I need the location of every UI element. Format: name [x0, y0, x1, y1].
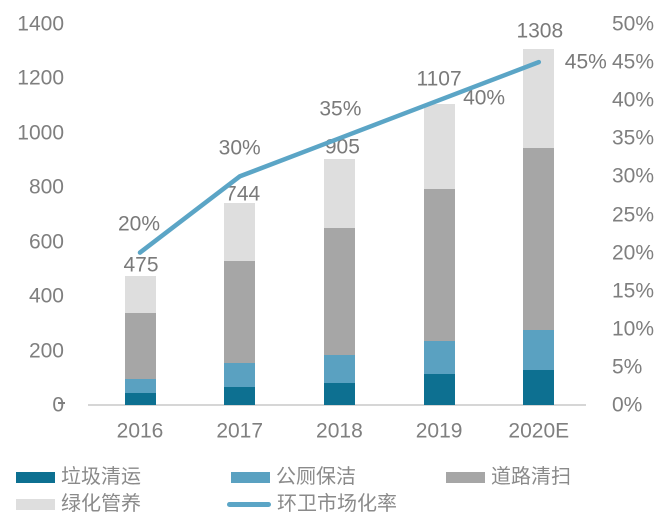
x-axis-category-label: 2020E — [508, 419, 570, 443]
bar-segment-greening-maintenance — [423, 103, 455, 189]
legend-item-public-toilet-cleaning: 公厕保洁 — [231, 466, 356, 488]
legend-label-garbage-removal: 垃圾清运 — [61, 466, 141, 488]
y-axis-left-tick-label: 200 — [28, 339, 64, 363]
bar-segment-road-sweeping — [523, 147, 555, 331]
x-axis-category-label: 2016 — [116, 419, 164, 443]
bar-total-label: 1107 — [416, 67, 462, 91]
y-axis-right-tick-label: 40% — [612, 88, 655, 112]
bar-segment-road-sweeping — [323, 228, 355, 355]
line-point-label: 35% — [319, 97, 362, 121]
y-axis-left-tick-label: 1400 — [17, 12, 64, 36]
y-axis-right-tick-label: 10% — [612, 317, 655, 341]
y-axis-left-tick-label: 1200 — [17, 66, 64, 90]
bar-segment-garbage-removal — [323, 383, 355, 405]
legend-label-marketization-rate: 环卫市场化率 — [277, 493, 397, 515]
y-axis-left-tick-label: 600 — [28, 230, 64, 254]
y-axis-right-tick-label: 25% — [612, 203, 655, 226]
legend-item-greening-maintenance: 绿化管养 — [16, 493, 141, 515]
y-axis-zero-tick — [58, 402, 65, 404]
bar-total-label: 475 — [123, 253, 159, 277]
line-point-label: 45% — [564, 50, 607, 74]
bar-total-label: 744 — [225, 182, 261, 206]
y-axis-right-tick-label: 45% — [612, 50, 655, 74]
y-axis-left-tick-label: 400 — [28, 284, 64, 308]
y-axis-left-tick-label: 800 — [28, 175, 64, 199]
bar-segment-garbage-removal — [224, 387, 256, 405]
bar-segment-public-toilet-cleaning — [523, 330, 555, 370]
legend-label-road-sweeping: 道路清扫 — [491, 466, 571, 488]
bar-segment-greening-maintenance — [124, 275, 156, 313]
y-axis-right-tick-label: 5% — [612, 355, 643, 379]
legend-swatch-public-toilet-cleaning — [231, 471, 270, 483]
legend-label-greening-maintenance: 绿化管养 — [61, 493, 141, 515]
bar-total-label: 905 — [324, 135, 360, 159]
bar-segment-garbage-removal — [523, 369, 555, 405]
x-axis-line — [88, 404, 586, 406]
bar-segment-greening-maintenance — [224, 202, 256, 261]
bar-segment-public-toilet-cleaning — [224, 362, 256, 388]
y-axis-right-tick-label: 50% — [612, 12, 655, 36]
y-axis-right-tick-label: 20% — [612, 241, 655, 265]
legend-line-swatch-marketization-rate — [227, 501, 271, 507]
line-point-label: 40% — [463, 86, 506, 110]
legend-label-public-toilet-cleaning: 公厕保洁 — [276, 466, 356, 488]
y-axis-left-tick-label: 0 — [52, 393, 64, 417]
y-axis-right-tick-label: 30% — [612, 164, 655, 188]
bar-segment-garbage-removal — [124, 392, 156, 405]
line-point-label: 20% — [117, 212, 161, 236]
bar-segment-greening-maintenance — [523, 49, 555, 148]
legend-swatch-garbage-removal — [16, 471, 55, 483]
bar-segment-road-sweeping — [423, 188, 455, 342]
line-point-label: 30% — [218, 136, 261, 160]
bar-segment-road-sweeping — [124, 313, 156, 380]
x-axis-category-label: 2017 — [216, 419, 264, 443]
legend-item-garbage-removal: 垃圾清运 — [16, 466, 141, 488]
legend-item-marketization-rate: 环卫市场化率 — [227, 493, 397, 515]
y-axis-right-tick-label: 35% — [612, 126, 655, 150]
bar-segment-public-toilet-cleaning — [423, 341, 455, 374]
y-axis-right-tick-label: 15% — [612, 279, 655, 303]
y-axis-right-tick-label: 0% — [612, 393, 643, 417]
bar-segment-road-sweeping — [224, 260, 256, 363]
legend-item-road-sweeping: 道路清扫 — [446, 466, 571, 488]
x-axis-category-label: 2019 — [415, 419, 463, 443]
bar-segment-garbage-removal — [423, 373, 455, 405]
legend-swatch-greening-maintenance — [16, 498, 55, 510]
bar-segment-public-toilet-cleaning — [124, 379, 156, 393]
legend-swatch-road-sweeping — [446, 471, 485, 483]
x-axis-category-label: 2018 — [316, 419, 363, 443]
bar-segment-greening-maintenance — [323, 158, 355, 229]
y-axis-left-tick-label: 1000 — [17, 121, 64, 145]
bar-total-label: 1308 — [516, 19, 564, 43]
bar-segment-public-toilet-cleaning — [323, 354, 355, 384]
